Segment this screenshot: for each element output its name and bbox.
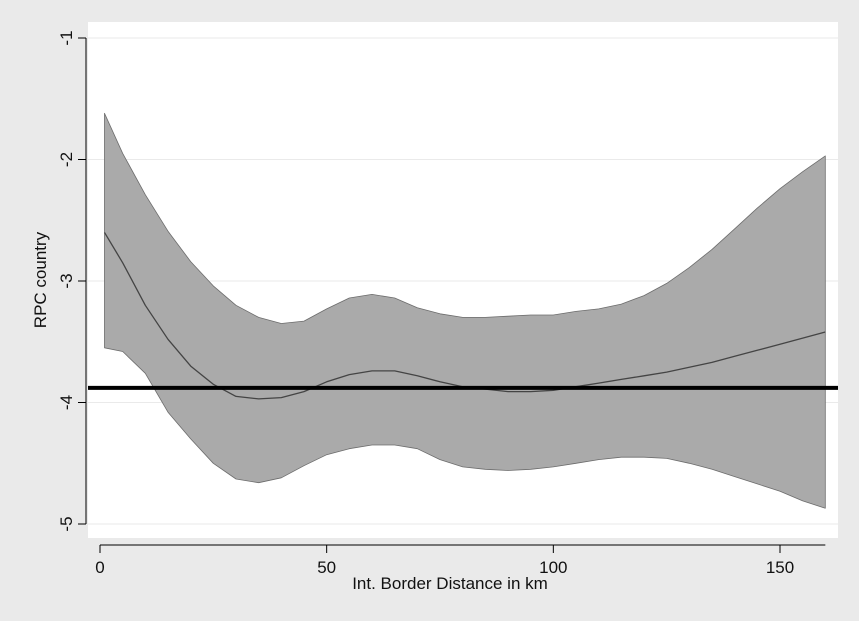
x-tick-label: 0 <box>95 558 104 577</box>
y-tick-label: -5 <box>57 516 76 531</box>
x-tick-label: 100 <box>539 558 567 577</box>
y-tick-label: -3 <box>57 273 76 288</box>
y-axis-title: RPC country <box>31 231 50 328</box>
x-tick-label: 50 <box>317 558 336 577</box>
confidence-band-area <box>104 112 826 509</box>
y-tick-label: -4 <box>57 395 76 410</box>
confidence-band <box>104 112 826 509</box>
y-tick-label: -2 <box>57 152 76 167</box>
x-tick-label: 150 <box>766 558 794 577</box>
axes: 0 50 100 150 -5 -4 -3 -2 -1 <box>57 30 826 577</box>
x-axis-title: Int. Border Distance in km <box>352 574 548 593</box>
y-tick-label: -1 <box>57 30 76 45</box>
